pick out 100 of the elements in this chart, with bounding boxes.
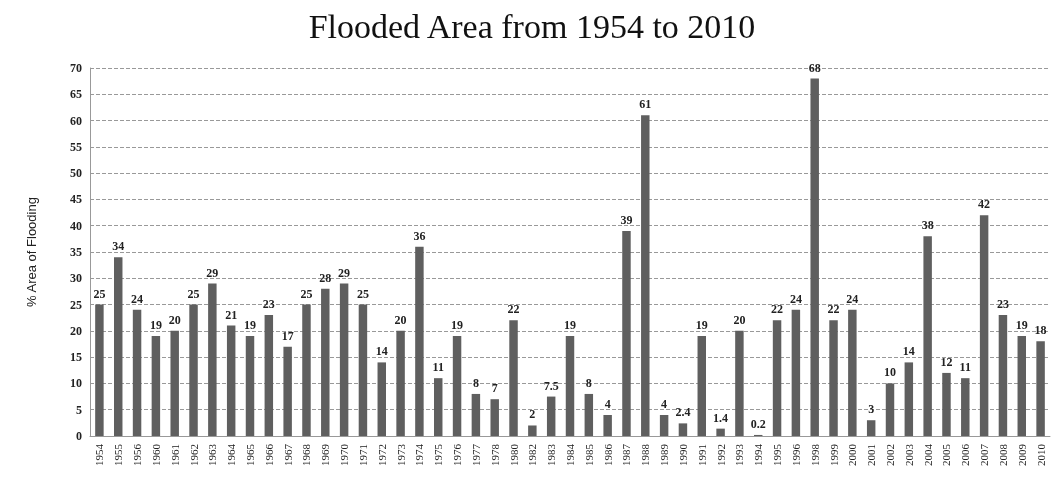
data-label: 7 — [491, 381, 498, 396]
bar — [471, 393, 481, 436]
bar — [170, 330, 179, 436]
y-tick-label: 30 — [70, 271, 82, 286]
bar — [697, 336, 706, 436]
x-tick-label: 1995 — [771, 443, 784, 466]
x-tick-label: 1956 — [131, 443, 144, 466]
data-label: 14 — [902, 344, 915, 359]
x-tick-label: 1999 — [827, 443, 840, 466]
bar — [114, 257, 123, 436]
bar — [716, 428, 725, 436]
data-label: 25 — [356, 286, 369, 301]
x-tick-label: 1966 — [262, 443, 275, 466]
x-tick-label: 1960 — [149, 443, 162, 466]
x-tick-label: 1986 — [601, 443, 614, 466]
x-tick-label: 1963 — [206, 443, 219, 466]
x-tick-label: 2009 — [1015, 443, 1028, 466]
x-tick-label: 1973 — [394, 443, 407, 466]
data-label: 3 — [868, 402, 875, 417]
bar — [377, 362, 386, 436]
data-label: 8 — [472, 375, 479, 390]
data-label: 2.4 — [675, 405, 691, 420]
data-label: 61 — [639, 97, 652, 112]
y-tick-label: 55 — [70, 139, 82, 154]
y-tick-label: 40 — [70, 218, 82, 233]
bar — [490, 399, 499, 436]
x-tick-label: 1993 — [733, 443, 746, 466]
bar — [339, 283, 349, 436]
bar — [208, 283, 217, 436]
data-label: 29 — [206, 265, 219, 280]
data-label: 21 — [225, 307, 238, 322]
x-tick-label: 1972 — [375, 444, 388, 466]
x-tick-label: 1984 — [564, 443, 576, 466]
data-label: 19 — [149, 318, 162, 333]
y-tick-label: 20 — [70, 323, 82, 338]
x-tick-label: 1978 — [488, 443, 501, 466]
bar — [434, 378, 443, 436]
bar — [603, 414, 612, 436]
bar — [810, 78, 819, 436]
bar — [998, 315, 1008, 436]
bar — [151, 336, 161, 436]
bar — [584, 393, 594, 436]
x-tick-label: 1974 — [413, 443, 426, 466]
bar — [226, 325, 236, 436]
bar — [546, 396, 556, 436]
data-label: 42 — [978, 197, 991, 212]
bar — [885, 383, 895, 436]
data-label: 38 — [921, 218, 934, 233]
data-label: 22 — [507, 302, 520, 317]
y-tick-label: 60 — [70, 113, 82, 128]
x-tick-label: 1982 — [526, 444, 539, 466]
x-tick-label: 2005 — [940, 443, 953, 466]
data-label: 19 — [695, 318, 708, 333]
data-label: 23 — [996, 297, 1009, 312]
data-label: 19 — [244, 318, 256, 333]
bar — [622, 230, 631, 436]
x-tick-label: 1964 — [225, 443, 238, 466]
bar — [528, 425, 537, 436]
x-tick-label: 1955 — [112, 443, 125, 466]
x-tick-label: 1985 — [582, 443, 595, 466]
x-tick-label: 1969 — [319, 443, 332, 466]
data-label: 68 — [808, 60, 821, 75]
x-tick-label: 2010 — [1034, 443, 1047, 466]
x-tick-label: 1992 — [714, 444, 727, 466]
data-label: 1.4 — [713, 410, 729, 425]
x-tick-label: 2008 — [996, 443, 1009, 466]
data-label: 25 — [187, 286, 200, 301]
x-tick-label: 1961 — [168, 444, 181, 466]
data-label: 20 — [168, 312, 181, 327]
bar — [132, 309, 142, 436]
bar — [509, 320, 518, 436]
x-tick-label: 2000 — [846, 443, 859, 466]
x-tick-label: 1977 — [469, 443, 482, 466]
bar — [678, 423, 688, 436]
y-tick-label: 10 — [70, 376, 82, 391]
bar — [791, 309, 801, 436]
data-label: 36 — [413, 228, 426, 243]
data-label: 19 — [564, 318, 576, 333]
data-label: 28 — [319, 270, 332, 285]
data-label: 24 — [131, 291, 144, 306]
data-label: 25 — [300, 286, 313, 301]
x-tick-label: 2004 — [921, 443, 934, 466]
y-tick-label: 35 — [70, 245, 82, 259]
data-label: 4 — [661, 396, 668, 411]
data-label: 10 — [884, 365, 896, 380]
x-tick-label: 1996 — [789, 443, 802, 466]
data-label: 0.2 — [750, 416, 766, 431]
x-tick-label: 1965 — [244, 443, 256, 466]
x-tick-label: 2007 — [978, 443, 991, 466]
x-tick-label: 1990 — [676, 443, 689, 466]
bar — [829, 320, 838, 436]
x-tick-label: 2002 — [884, 444, 896, 466]
bar — [415, 246, 424, 436]
x-tick-label: 1968 — [300, 443, 313, 466]
x-tick-label: 1988 — [639, 443, 652, 466]
x-tick-label: 1970 — [338, 443, 351, 466]
x-tick-label: 1954 — [93, 443, 106, 466]
x-tick-label: 1994 — [752, 443, 765, 466]
x-tick-label: 2001 — [865, 444, 878, 466]
bar — [189, 304, 198, 436]
